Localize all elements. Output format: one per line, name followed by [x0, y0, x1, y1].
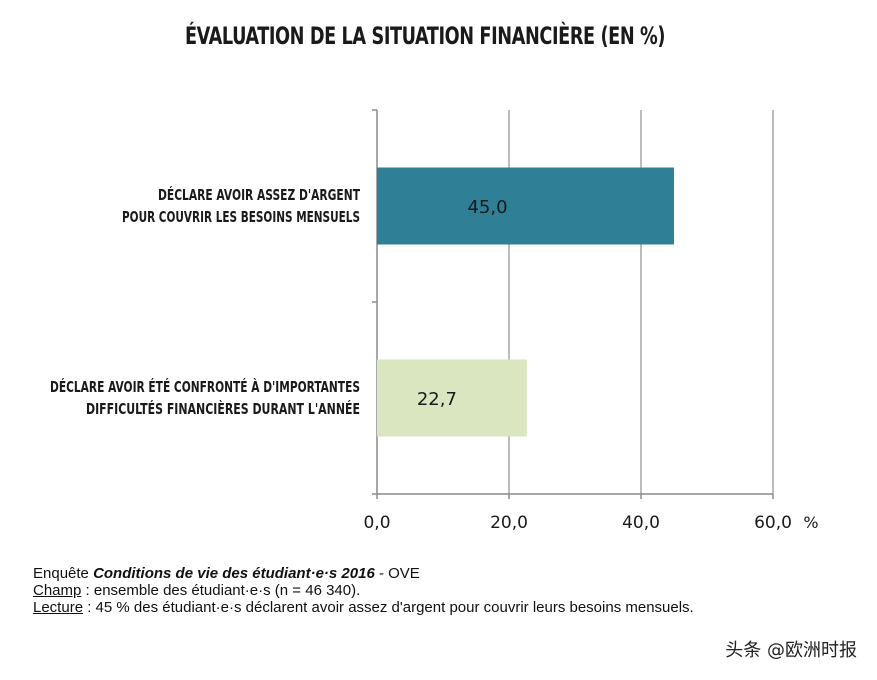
- lecture-label: Lecture: [33, 599, 84, 616]
- lecture-text: : 45 % des étudiant·e·s déclarent avoir …: [83, 599, 694, 616]
- survey-suffix: - OVE: [374, 565, 420, 582]
- champ-line: Champ : ensemble des étudiant·e·s (n = 4…: [33, 582, 793, 599]
- category-label: DÉCLARE AVOIR ÉTÉ CONFRONTÉ À D'IMPORTAN…: [50, 377, 360, 396]
- survey-prefix: Enquête: [33, 565, 94, 582]
- category-label: DÉCLARE AVOIR ASSEZ D'ARGENT: [158, 185, 361, 204]
- bar: [377, 167, 674, 245]
- survey-line: Enquête Conditions de vie des étudiant·e…: [33, 565, 793, 582]
- watermark: 头条 @欧洲时报: [725, 640, 857, 661]
- x-unit-label: %: [803, 513, 818, 532]
- x-tick-label: 60,0: [754, 513, 792, 533]
- data-label: 22,7: [417, 389, 457, 410]
- bar: [377, 359, 527, 437]
- champ-label: Champ: [33, 582, 82, 599]
- bar-chart: 0,0 20,0 40,0 60,0 % 45,0 DÉCLARE AVOIR ASSEZ …: [50, 109, 819, 533]
- lecture-line: Lecture : 45 % des étudiant·e·s déclaren…: [33, 599, 793, 616]
- category-label: POUR COUVRIR LES BESOINS MENSUELS: [122, 208, 360, 226]
- category-label: DIFFICULTÉS FINANCIÈRES DURANT L'ANNÉE: [86, 399, 360, 418]
- source-note: Enquête Conditions de vie des étudiant·e…: [33, 565, 793, 616]
- data-label: 45,0: [467, 197, 507, 218]
- x-tick-label: 40,0: [622, 513, 660, 533]
- champ-text: : ensemble des étudiant·e·s (n = 46 340)…: [81, 582, 361, 599]
- chart-title: ÉVALUATION DE LA SITUATION FINANCIÈRE (E…: [184, 22, 666, 50]
- x-tick-label: 0,0: [363, 513, 390, 533]
- survey-name: Conditions de vie des étudiant·e·s 2016: [93, 565, 375, 582]
- x-tick-label: 20,0: [490, 513, 528, 533]
